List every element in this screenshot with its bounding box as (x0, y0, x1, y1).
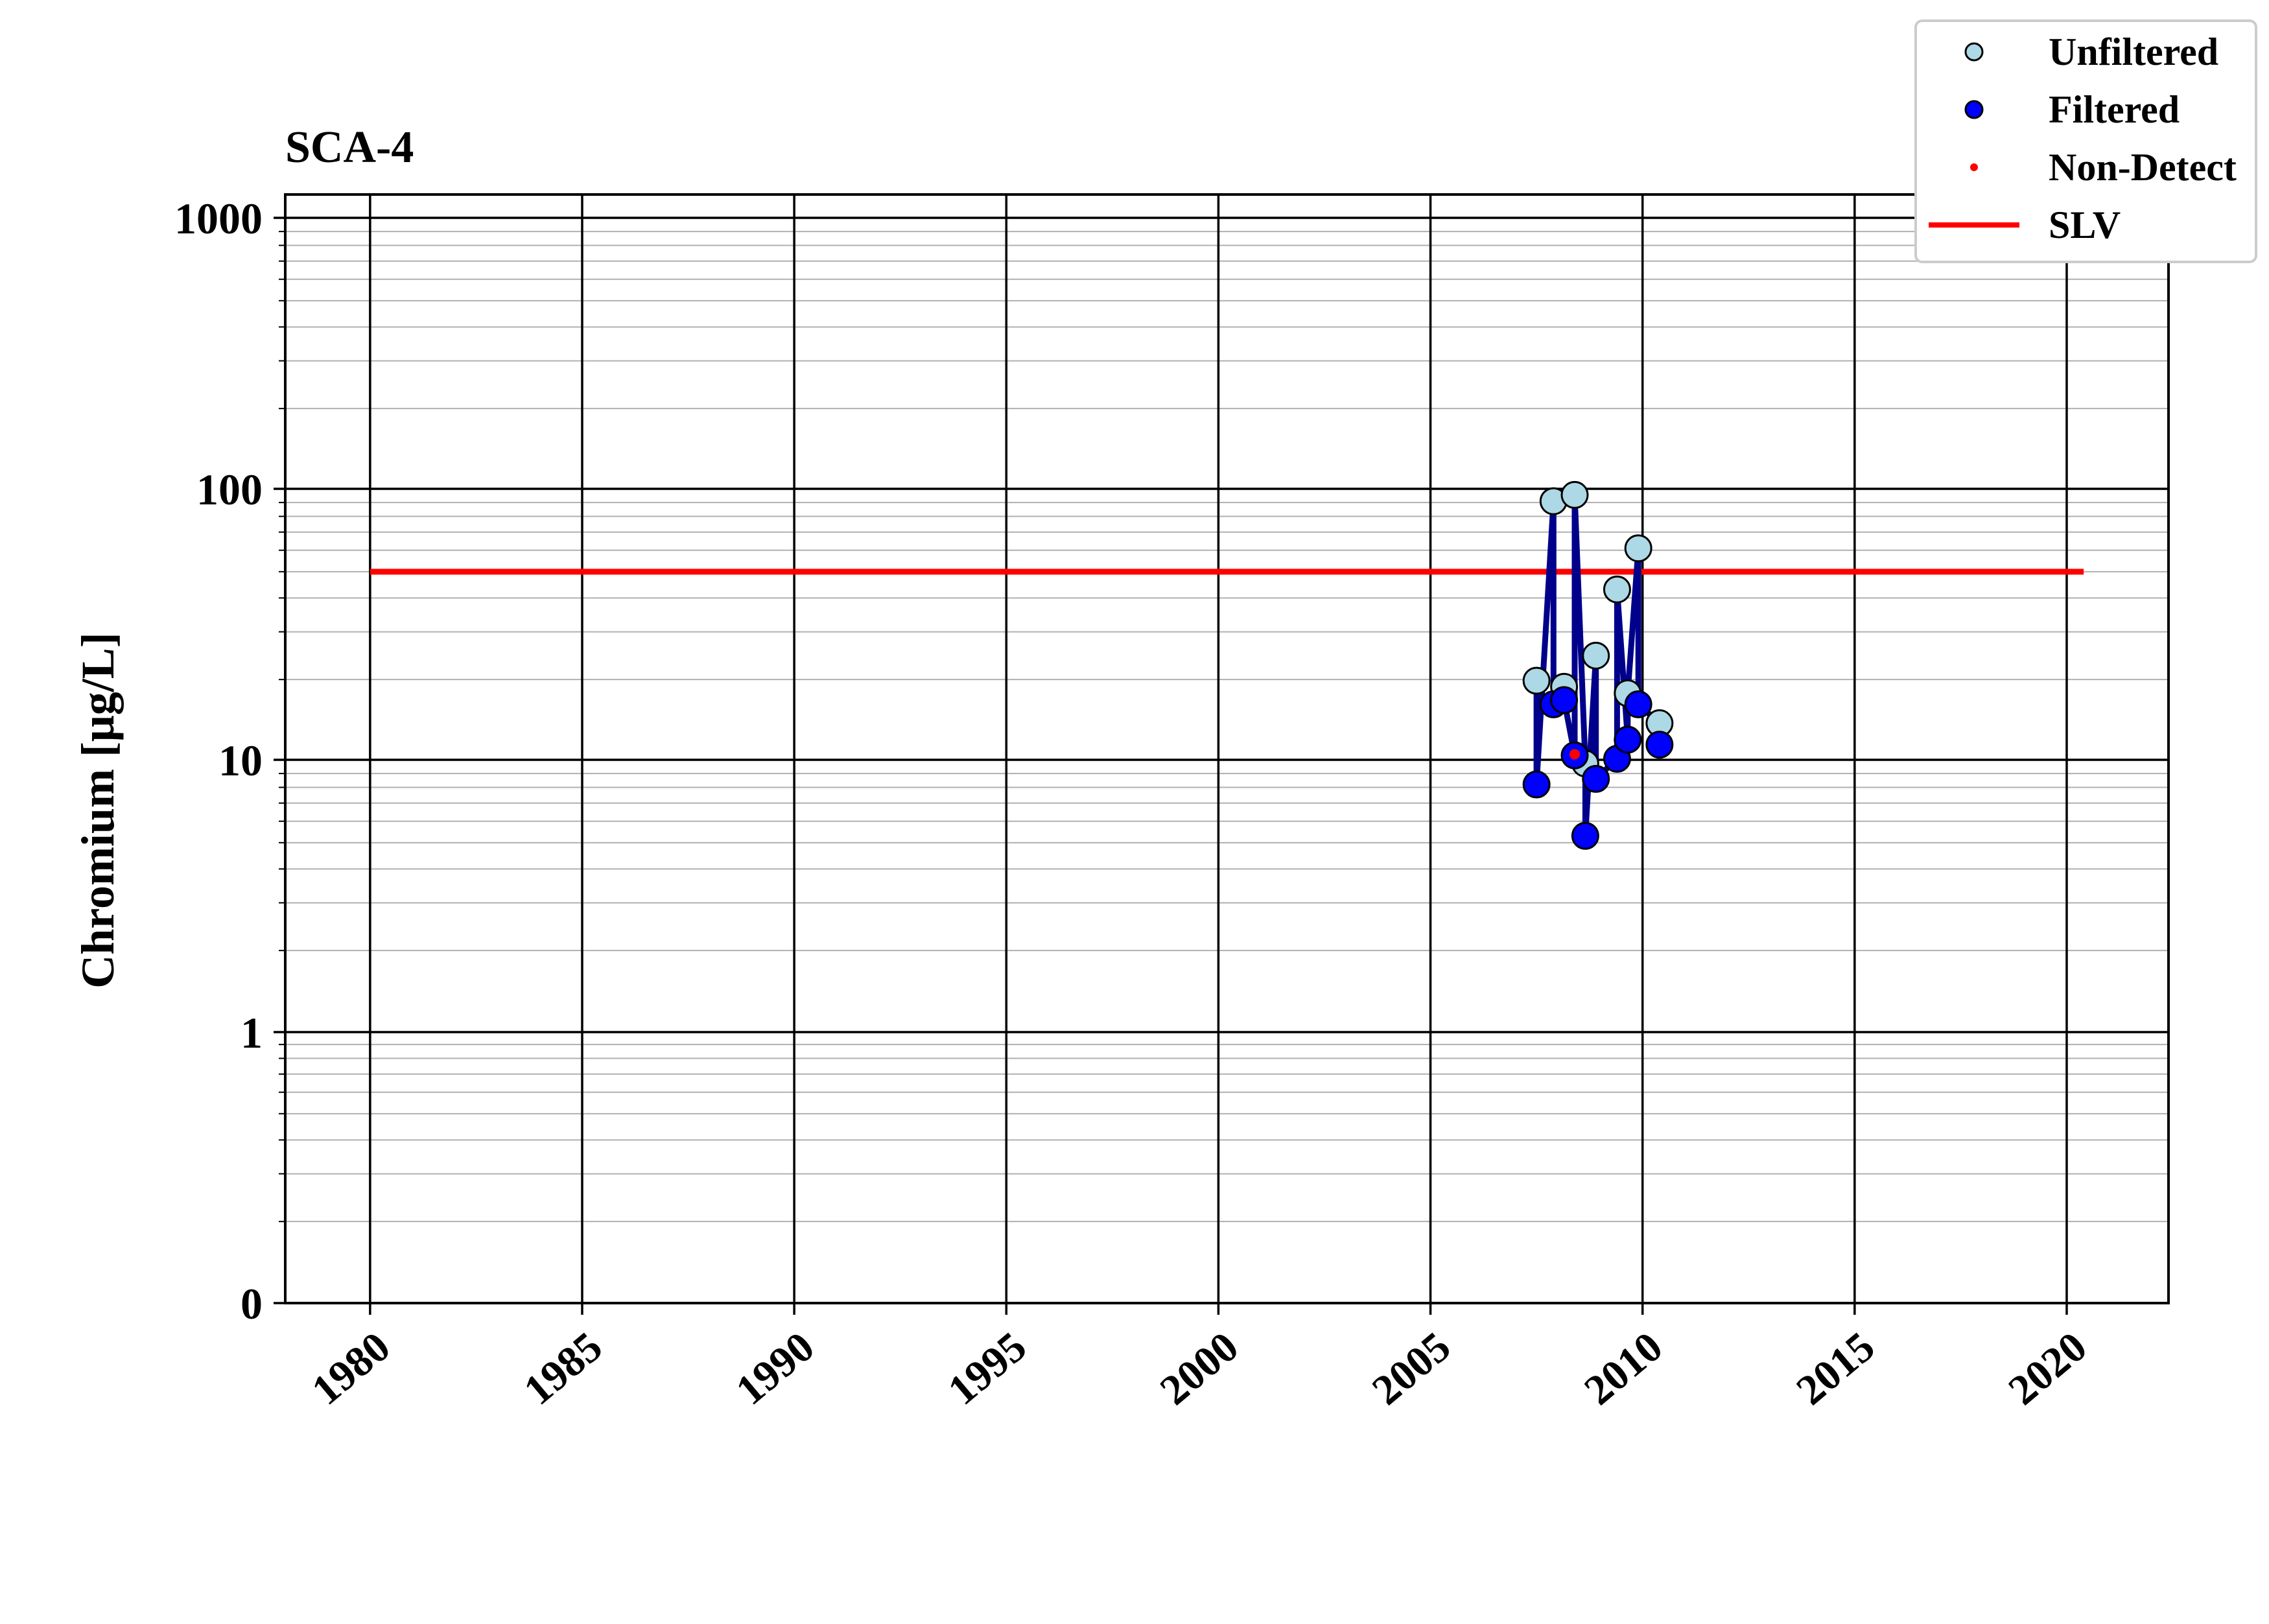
unfiltered-point (1582, 641, 1610, 670)
legend-marker (1964, 100, 1984, 119)
filtered-point (1582, 764, 1610, 793)
legend-label: SLV (2049, 204, 2121, 246)
filtered-point (1522, 770, 1551, 799)
y-tick-label: 10 (218, 736, 263, 785)
unfiltered-point (1624, 534, 1652, 563)
y-tick-label: 0 (241, 1279, 263, 1328)
y-tick-label: 100 (196, 465, 263, 514)
grid (285, 194, 2169, 1304)
filtered-point (1571, 821, 1599, 850)
chart-title: SCA-4 (285, 123, 414, 172)
legend-label: Filtered (2049, 88, 2180, 131)
filtered-point (1550, 686, 1579, 714)
unfiltered-point (1522, 666, 1551, 695)
filtered-point (1624, 690, 1652, 718)
legend: Unfiltered Filtered Non-Detect SLV (1914, 19, 2257, 263)
y-tick-label: 1000 (174, 194, 263, 243)
y-axis-label: Chromium [μg/L] (72, 632, 124, 989)
legend-marker (1970, 163, 1978, 171)
y-tick-label: 1 (241, 1008, 263, 1057)
plot-frame (284, 193, 2170, 1304)
legend-marker (1964, 42, 1984, 62)
legend-label: Non-Detect (2049, 146, 2237, 189)
filtered-point (1614, 725, 1642, 754)
legend-label: Unfiltered (2049, 30, 2218, 73)
non-detect-point (1569, 749, 1581, 760)
unfiltered-point (1603, 575, 1631, 604)
data-layer (1522, 480, 1674, 850)
filtered-point (1645, 731, 1674, 759)
labels: SCA-4 Chromium [μg/L] (72, 123, 414, 989)
unfiltered-point (1560, 480, 1589, 509)
legend-box (1914, 19, 2257, 263)
